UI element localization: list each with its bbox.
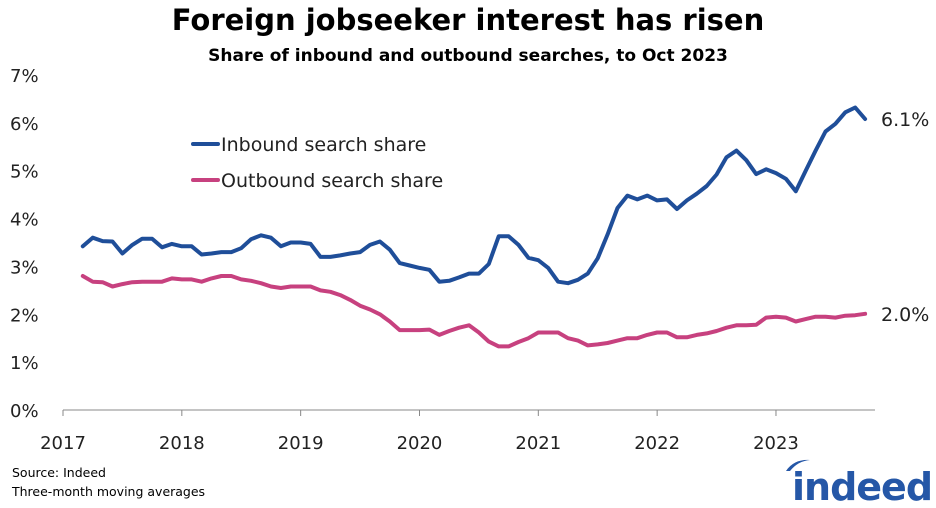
x-tick-label: 2017 (40, 433, 86, 454)
x-tick-label: 2018 (159, 433, 205, 454)
y-tick-label: 6% (10, 114, 39, 135)
series-lines (80, 105, 868, 349)
indeed-logo-swoosh-icon (786, 459, 810, 471)
method-note-text: Three-month moving averages (12, 484, 206, 499)
series-end-label: 2.0% (881, 304, 929, 326)
y-tick-label: 1% (10, 353, 39, 374)
legend-label: Outbound search share (221, 170, 443, 192)
end-labels: 6.1% 2.0% (881, 109, 929, 326)
indeed-logo-wordmark: indeed (792, 465, 930, 505)
chart-subtitle: Share of inbound and outbound searches, … (208, 46, 728, 66)
y-tick-label: 2% (10, 305, 39, 326)
source-text: Source: Indeed (12, 465, 106, 480)
y-tick-label: 7% (10, 66, 39, 87)
x-tick-label: 2022 (634, 433, 680, 454)
chart-source-note: Source: Indeed Three-month moving averag… (12, 463, 205, 501)
y-tick-label: 3% (10, 257, 39, 278)
legend: Inbound search share Outbound search shar… (191, 134, 443, 192)
y-tick-label: 5% (10, 162, 39, 183)
indeed-logo: indeed (786, 459, 930, 505)
y-axis-ticks: 0% 1% 2% 3% 4% 5% 6% 7% (10, 66, 39, 422)
series-end-label: 6.1% (881, 109, 929, 131)
y-tick-label: 4% (10, 210, 39, 231)
chart-title: Foreign jobseeker interest has risen (171, 3, 765, 37)
x-tick-label: 2020 (397, 433, 443, 454)
inbound-series-line (80, 105, 868, 286)
x-tick-label: 2021 (515, 433, 561, 454)
x-tick-label: 2019 (278, 433, 324, 454)
x-tick-label: 2023 (753, 433, 799, 454)
outbound-series-line (80, 274, 868, 349)
x-axis: 2017 2018 2019 2020 2021 2022 2023 (40, 409, 875, 454)
y-tick-label: 0% (10, 401, 39, 422)
legend-label: Inbound search share (221, 134, 426, 156)
